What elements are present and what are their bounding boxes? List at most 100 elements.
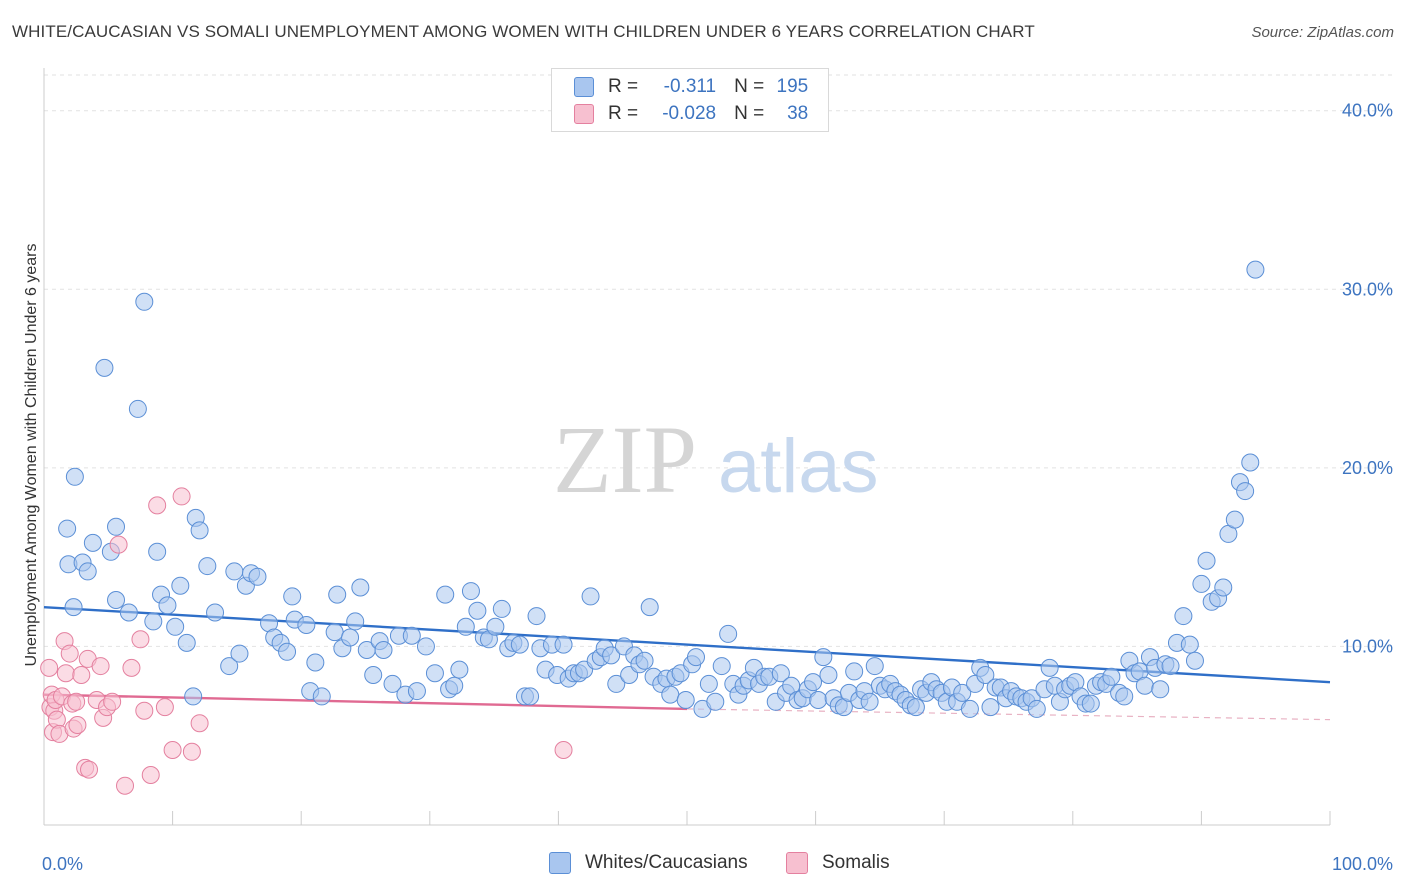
y-tick-label: 40.0% — [1342, 101, 1393, 121]
point-somalis — [40, 658, 59, 677]
point-whites — [436, 585, 455, 604]
point-whites — [450, 660, 469, 679]
legend-swatch-whites — [549, 852, 571, 874]
point-somalis — [103, 692, 122, 711]
point-whites — [283, 587, 302, 606]
point-whites — [510, 635, 529, 654]
point-whites — [1197, 551, 1216, 570]
chart-title: WHITE/CAUCASIAN VS SOMALI UNEMPLOYMENT A… — [12, 22, 1035, 41]
point-whites — [198, 557, 217, 576]
point-whites — [554, 635, 573, 654]
point-whites — [364, 666, 383, 684]
y-tick-label: 30.0% — [1342, 279, 1393, 299]
point-somalis — [60, 644, 79, 663]
point-whites — [676, 691, 695, 709]
point-whites — [402, 626, 421, 645]
point-somalis — [148, 496, 167, 515]
point-whites — [128, 399, 147, 418]
point-whites — [220, 657, 239, 676]
point-whites — [248, 567, 267, 586]
point-whites — [976, 666, 995, 684]
point-whites — [1225, 510, 1244, 529]
point-whites — [148, 542, 167, 561]
point-somalis — [80, 760, 99, 779]
point-whites — [1135, 676, 1154, 695]
point-whites — [804, 673, 823, 692]
point-whites — [771, 664, 790, 683]
point-whites — [635, 651, 654, 670]
point-whites — [346, 612, 365, 631]
point-whites — [486, 617, 505, 636]
point-whites — [607, 674, 626, 693]
point-whites — [814, 648, 833, 667]
point-whites — [95, 358, 114, 377]
point-whites — [166, 617, 185, 636]
point-whites — [328, 585, 347, 604]
point-whites — [425, 664, 444, 683]
point-whites — [107, 517, 126, 536]
point-whites — [1246, 260, 1265, 279]
point-whites — [177, 633, 196, 652]
legend-swatch-somalis — [786, 852, 808, 874]
point-somalis — [172, 487, 191, 506]
point-whites — [1192, 574, 1211, 593]
point-whites — [1236, 482, 1255, 501]
point-whites — [306, 653, 325, 672]
x-tick-label: 100.0% — [1332, 854, 1393, 874]
point-whites — [860, 692, 879, 711]
point-whites — [981, 698, 1000, 717]
point-whites — [312, 687, 331, 706]
point-whites — [845, 662, 864, 681]
legend-r-label: R = — [608, 76, 639, 97]
point-whites — [325, 623, 344, 642]
point-whites — [184, 687, 203, 706]
legend-r-label: R = — [608, 103, 639, 124]
point-somalis — [67, 692, 86, 711]
legend-label-whites: Whites/Caucasians — [585, 852, 748, 873]
source-label: Source: ZipAtlas.com — [1251, 24, 1394, 41]
point-whites — [119, 603, 138, 622]
legend-n-label: N = — [734, 103, 765, 124]
point-whites — [602, 646, 621, 665]
point-whites — [960, 699, 979, 718]
point-whites — [706, 692, 725, 711]
point-whites — [65, 467, 84, 486]
point-whites — [1161, 657, 1180, 676]
series-legend: Whites/Caucasians Somalis — [0, 852, 1406, 878]
point-whites — [461, 582, 480, 601]
legend-r-value: -0.311 — [663, 76, 717, 97]
point-whites — [225, 562, 244, 581]
point-somalis — [141, 766, 160, 784]
point-whites — [190, 521, 209, 540]
point-whites — [107, 591, 126, 609]
point-somalis — [122, 658, 141, 677]
point-somalis — [554, 741, 573, 759]
point-whites — [206, 603, 225, 622]
point-somalis — [182, 742, 201, 761]
legend-item-whites[interactable]: Whites/Caucasians — [549, 852, 748, 874]
point-somalis — [190, 714, 209, 733]
point-whites — [1115, 687, 1134, 706]
point-somalis — [56, 664, 75, 683]
y-tick-label: 10.0% — [1342, 636, 1393, 656]
point-whites — [144, 612, 163, 631]
point-whites — [230, 644, 249, 663]
point-whites — [416, 637, 435, 656]
point-somalis — [163, 741, 182, 759]
point-whites — [1241, 453, 1260, 472]
legend-r-value: -0.028 — [662, 103, 717, 124]
point-whites — [383, 674, 402, 693]
point-whites — [158, 596, 177, 615]
point-somalis — [116, 776, 135, 795]
point-whites — [278, 642, 297, 661]
tick-labels: 10.0% 20.0% 30.0% 40.0% 0.0% 100.0% — [42, 101, 1393, 874]
point-whites — [297, 616, 316, 634]
legend-item-somalis[interactable]: Somalis — [786, 852, 890, 874]
gridlines — [44, 74, 1392, 647]
y-axis-title: Unemployment Among Women with Children U… — [23, 243, 40, 666]
legend-n-value: 38 — [787, 103, 809, 124]
legend-n-label: N = — [734, 76, 765, 97]
correlation-legend: R = -0.311 N = 195 R = -0.028 N = 38 — [551, 68, 829, 132]
point-whites — [83, 533, 102, 552]
